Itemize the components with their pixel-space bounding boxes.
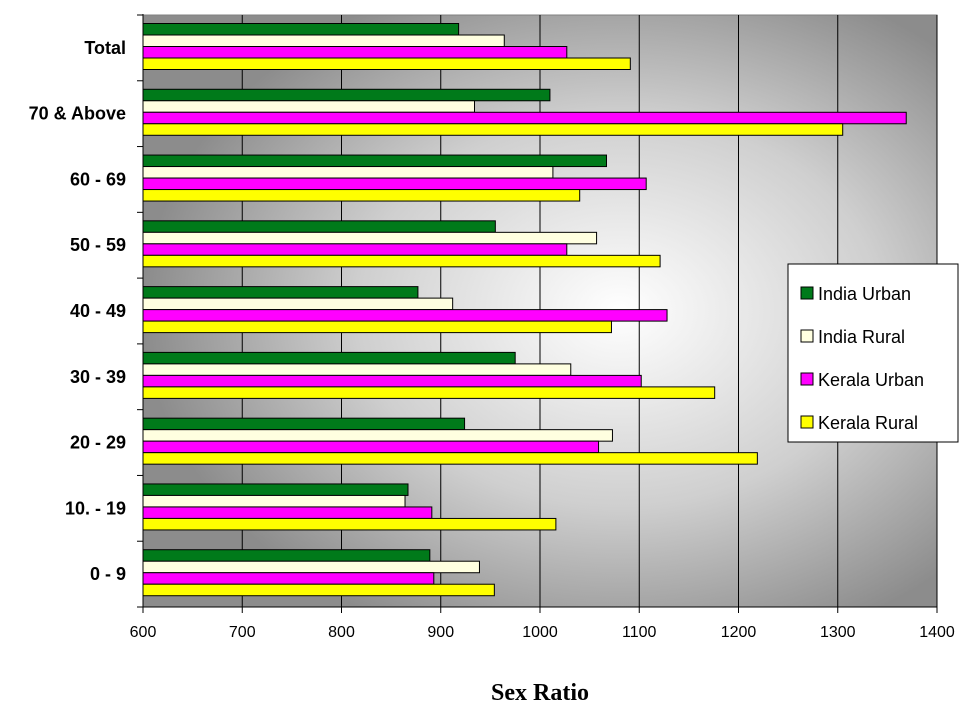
bar-india-urban-6 — [142, 154, 607, 168]
x-tick-label: 1200 — [721, 624, 757, 641]
bar-kerala-urban-3 — [142, 374, 642, 388]
x-tick-label: 1000 — [522, 624, 558, 641]
category-label: 40 - 49 — [70, 301, 126, 321]
category-label: 70 & Above — [29, 104, 126, 124]
x-axis-title: Sex Ratio — [491, 680, 589, 702]
legend-box — [787, 263, 959, 443]
bar-kerala-rural-3 — [142, 386, 716, 399]
bar-kerala-rural-0 — [142, 583, 495, 597]
bar-india-urban-8 — [142, 23, 460, 36]
category-label: 30 - 39 — [70, 367, 126, 387]
bar-india-rural-3 — [142, 363, 572, 376]
legend-label: India Urban — [818, 284, 911, 304]
legend-label: Kerala Urban — [818, 370, 924, 390]
bar-india-urban-4 — [142, 286, 419, 299]
bar-india-urban-0 — [142, 549, 431, 562]
x-tick-label: 900 — [427, 624, 454, 641]
bar-kerala-urban-6 — [142, 177, 647, 191]
bar-india-urban-2 — [142, 417, 466, 431]
bar-india-urban-5 — [142, 220, 496, 233]
legend-swatch-kerala-urban — [800, 372, 814, 386]
bar-india-urban-7 — [142, 88, 551, 102]
bar-kerala-urban-4 — [142, 309, 668, 322]
bar-kerala-urban-1 — [142, 506, 433, 519]
category-label: 0 - 9 — [90, 564, 126, 584]
bar-india-rural-0 — [142, 560, 480, 574]
legend-swatch-india-urban — [800, 286, 814, 300]
category-label: 50 - 59 — [70, 235, 126, 255]
bar-kerala-rural-5 — [142, 254, 661, 268]
x-tick-label: 1100 — [622, 624, 657, 641]
bar-kerala-rural-1 — [142, 517, 557, 531]
legend-swatch-india-rural — [800, 329, 814, 343]
bar-india-rural-5 — [142, 231, 598, 245]
legend-label: India Rural — [818, 327, 905, 347]
bar-kerala-rural-2 — [142, 452, 758, 465]
category-label: 60 - 69 — [70, 169, 126, 189]
bar-india-urban-3 — [142, 351, 516, 365]
bar-kerala-urban-2 — [142, 440, 600, 454]
bar-india-rural-8 — [142, 34, 505, 47]
x-tick-label: 800 — [328, 624, 355, 641]
bar-kerala-rural-6 — [142, 189, 581, 202]
x-tick-label: 700 — [229, 624, 256, 641]
category-label: 10. - 19 — [65, 498, 126, 518]
category-label: 20 - 29 — [70, 433, 126, 453]
legend-label: Kerala Rural — [818, 413, 918, 433]
bar-kerala-rural-4 — [142, 320, 612, 334]
x-tick-label: 1300 — [820, 624, 856, 641]
x-tick-label: 1400 — [919, 624, 955, 641]
bar-india-rural-4 — [142, 297, 454, 311]
bar-kerala-rural-7 — [142, 123, 844, 136]
category-label: Total — [84, 38, 126, 58]
bar-kerala-urban-8 — [142, 46, 568, 59]
bar-india-rural-7 — [142, 100, 475, 113]
bar-india-rural-2 — [142, 429, 613, 442]
bar-kerala-urban-5 — [142, 243, 568, 256]
bar-kerala-urban-0 — [142, 572, 435, 585]
x-tick-label: 600 — [130, 624, 157, 641]
bar-india-rural-1 — [142, 494, 406, 508]
bar-india-urban-1 — [142, 483, 409, 496]
bar-kerala-urban-7 — [142, 111, 907, 125]
bar-kerala-rural-8 — [142, 57, 631, 70]
bar-india-rural-6 — [142, 166, 554, 179]
legend-swatch-kerala-rural — [800, 415, 814, 429]
